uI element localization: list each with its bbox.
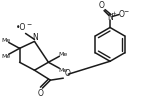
Text: −: −	[123, 8, 129, 13]
Text: Me: Me	[1, 38, 10, 43]
Text: O: O	[119, 10, 125, 19]
Text: +: +	[112, 11, 116, 16]
Text: Me: Me	[1, 54, 10, 59]
Text: •O: •O	[16, 23, 27, 32]
Text: O: O	[64, 69, 70, 78]
Text: N: N	[107, 13, 113, 22]
Text: Me: Me	[59, 52, 68, 57]
Text: O: O	[38, 89, 43, 98]
Text: Me: Me	[59, 68, 68, 73]
Text: N: N	[33, 33, 38, 42]
Text: O: O	[98, 1, 104, 10]
Text: −: −	[26, 21, 31, 26]
